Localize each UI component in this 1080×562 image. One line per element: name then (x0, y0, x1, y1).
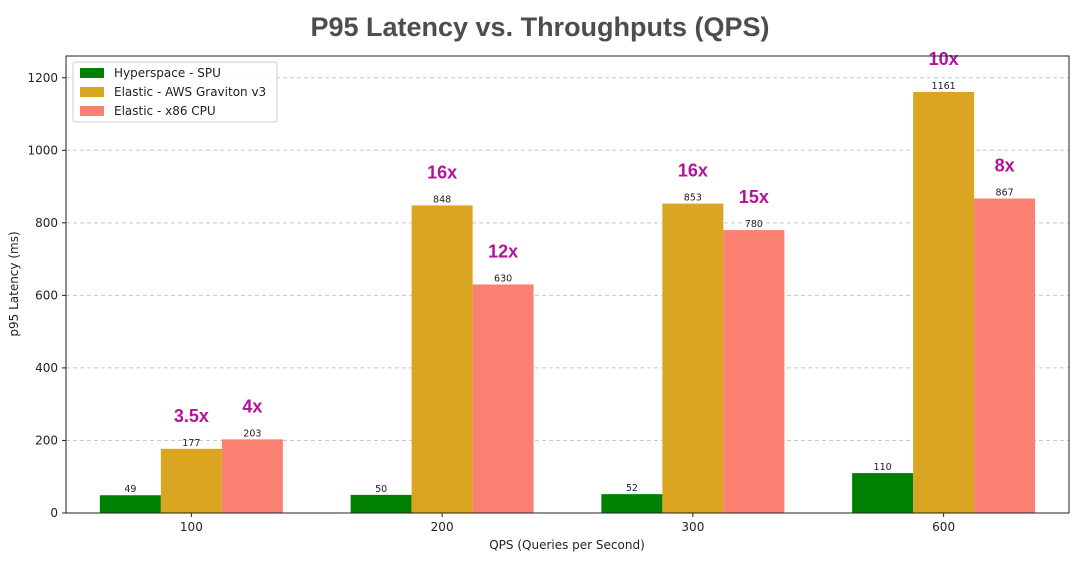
legend: Hyperspace - SPU Elastic - AWS Graviton … (72, 61, 278, 123)
speedup-annotation: 10x (929, 49, 959, 69)
axis-layer: 0 200 400 600 800 1000 1200 100 200 300 600 (27, 71, 955, 534)
y-tick-label: 600 (35, 288, 58, 302)
bar (723, 230, 785, 513)
bar-value-label: 853 (684, 193, 702, 204)
speedup-annotation: 3.5x (174, 406, 209, 426)
bars-layer (99, 91, 1036, 514)
legend-swatch-graviton (80, 87, 104, 97)
bar-value-label: 1161 (932, 81, 956, 92)
x-tick-label: 100 (180, 520, 203, 534)
x-tick-label: 300 (681, 520, 704, 534)
legend-label-graviton: Elastic - AWS Graviton v3 (114, 85, 266, 99)
bar-value-label: 50 (375, 484, 387, 495)
speedup-annotation: 16x (427, 162, 457, 182)
x-tick-label: 600 (932, 520, 955, 534)
bar (350, 494, 412, 513)
x-tick-label: 200 (431, 520, 454, 534)
bar-value-label: 203 (243, 428, 261, 439)
y-tick-label: 200 (35, 433, 58, 447)
bar (601, 494, 663, 513)
bar (974, 198, 1036, 514)
y-tick-label: 400 (35, 361, 58, 375)
bar-value-label: 867 (996, 188, 1014, 199)
bar (99, 495, 161, 513)
speedup-annotation: 15x (739, 187, 769, 207)
bar-value-label: 848 (433, 194, 451, 205)
legend-swatch-hyperspace (80, 68, 104, 78)
plot-frame (65, 55, 1070, 514)
y-tick-label: 0 (50, 506, 58, 520)
speedup-annotation: 16x (678, 161, 708, 181)
bar (662, 203, 724, 513)
bar (472, 284, 534, 513)
bar-value-label: 52 (626, 483, 638, 494)
legend-swatch-x86 (80, 106, 104, 116)
y-tick-label: 1200 (27, 71, 58, 85)
bar (221, 439, 283, 513)
legend-label-x86: Elastic - x86 CPU (114, 104, 216, 118)
x-axis-title: QPS (Queries per Second) (489, 538, 645, 552)
chart-title: P95 Latency vs. Throughputs (QPS) (310, 12, 770, 42)
bar (913, 91, 975, 514)
bar-value-label: 49 (124, 484, 136, 495)
legend-box (72, 61, 278, 123)
bar (411, 205, 473, 513)
y-axis-title: p95 Latency (ms) (7, 231, 21, 336)
bar-value-label: 780 (745, 219, 763, 230)
bar (852, 473, 914, 513)
grid-layer (66, 77, 1069, 441)
bar-value-label: 110 (874, 462, 892, 473)
speedup-annotation: 8x (995, 156, 1015, 176)
bar (160, 448, 222, 513)
labels-layer: 49 50 52 110 177 848 853 1161 203 630 780 867 3.5x 4x… (124, 49, 1014, 495)
speedup-annotation: 4x (242, 396, 262, 416)
speedup-annotation: 12x (488, 242, 518, 262)
bar-value-label: 630 (494, 274, 512, 285)
bar-value-label: 177 (182, 438, 200, 449)
y-tick-label: 800 (35, 216, 58, 230)
y-tick-label: 1000 (27, 143, 58, 157)
legend-label-hyperspace: Hyperspace - SPU (114, 66, 221, 80)
